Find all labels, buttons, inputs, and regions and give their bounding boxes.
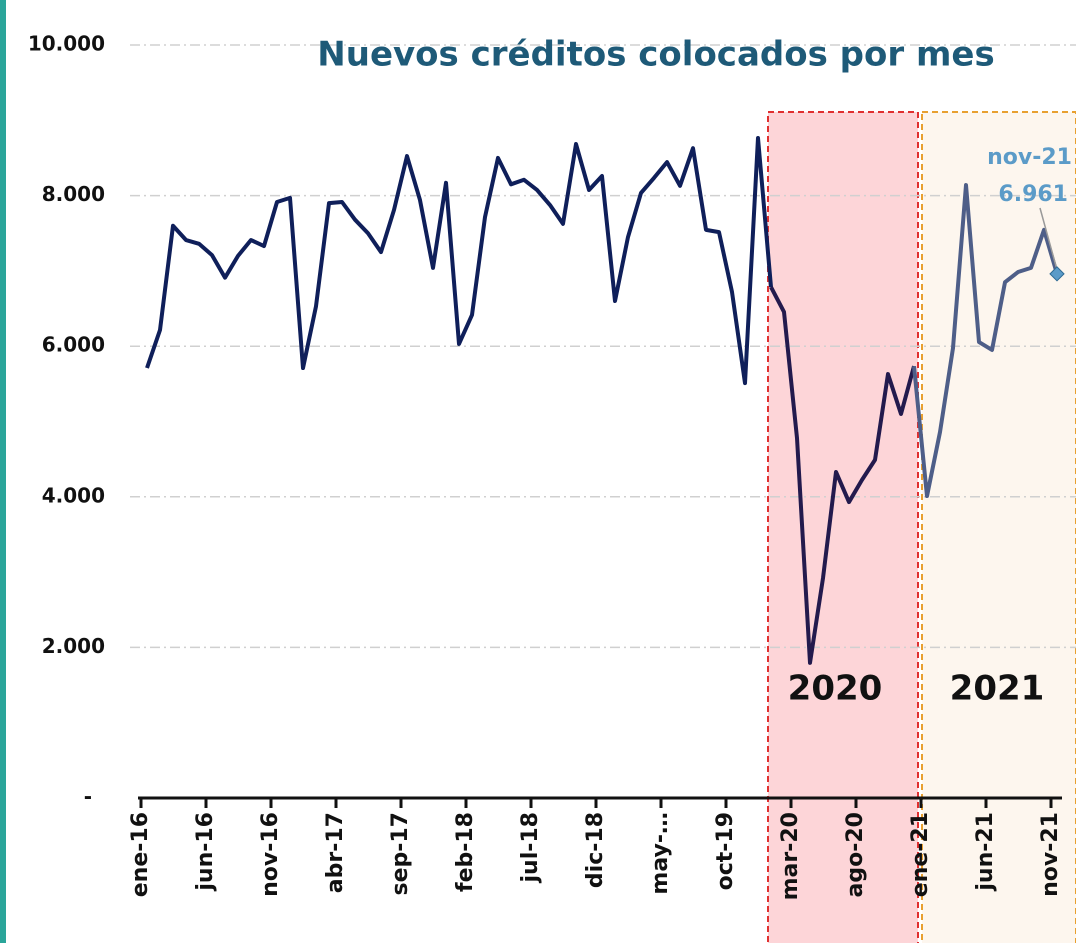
y-tick-label: 8.000 [42, 182, 105, 206]
y-tick-label: - [84, 785, 92, 809]
x-tick-label: abr-17 [323, 812, 348, 893]
region-label: 2021 [950, 669, 1045, 709]
x-tick-label: ene-16 [128, 812, 153, 897]
x-tick-label: jun-21 [973, 812, 998, 892]
side-strip [0, 0, 6, 943]
x-tick-label: nov-21 [1038, 812, 1063, 897]
x-tick-label: oct-19 [713, 812, 738, 890]
point-marker [1049, 266, 1065, 282]
x-tick-label: jun-16 [193, 812, 218, 892]
chart-title: Nuevos créditos colocados por mes [317, 35, 994, 75]
leader-line [1039, 207, 1058, 271]
x-tick-label: nov-16 [258, 812, 283, 897]
x-tick-label: ago-20 [843, 812, 868, 897]
line-segment [912, 183, 1059, 499]
y-tick-label: 6.000 [42, 333, 105, 357]
x-tick-label: mar-20 [778, 812, 803, 900]
x-tick-label: dic-18 [583, 812, 608, 888]
y-tick-label: 10.000 [28, 32, 105, 56]
data-label: 6.961 [998, 182, 1068, 207]
x-tick-label: sep-17 [388, 812, 413, 896]
region-label: 2020 [788, 669, 883, 709]
line-segment [769, 286, 916, 665]
line-segment [145, 135, 773, 386]
y-tick-label: 4.000 [42, 483, 105, 507]
data-label-category: nov-21 [987, 145, 1072, 170]
x-tick-label: feb-18 [453, 812, 478, 892]
y-tick-label: 2.000 [42, 634, 105, 658]
x-tick-label: jul-18 [518, 812, 543, 884]
x-tick-label: may-… [648, 812, 673, 895]
region [767, 111, 919, 943]
x-tick-label: ene-21 [908, 812, 933, 897]
